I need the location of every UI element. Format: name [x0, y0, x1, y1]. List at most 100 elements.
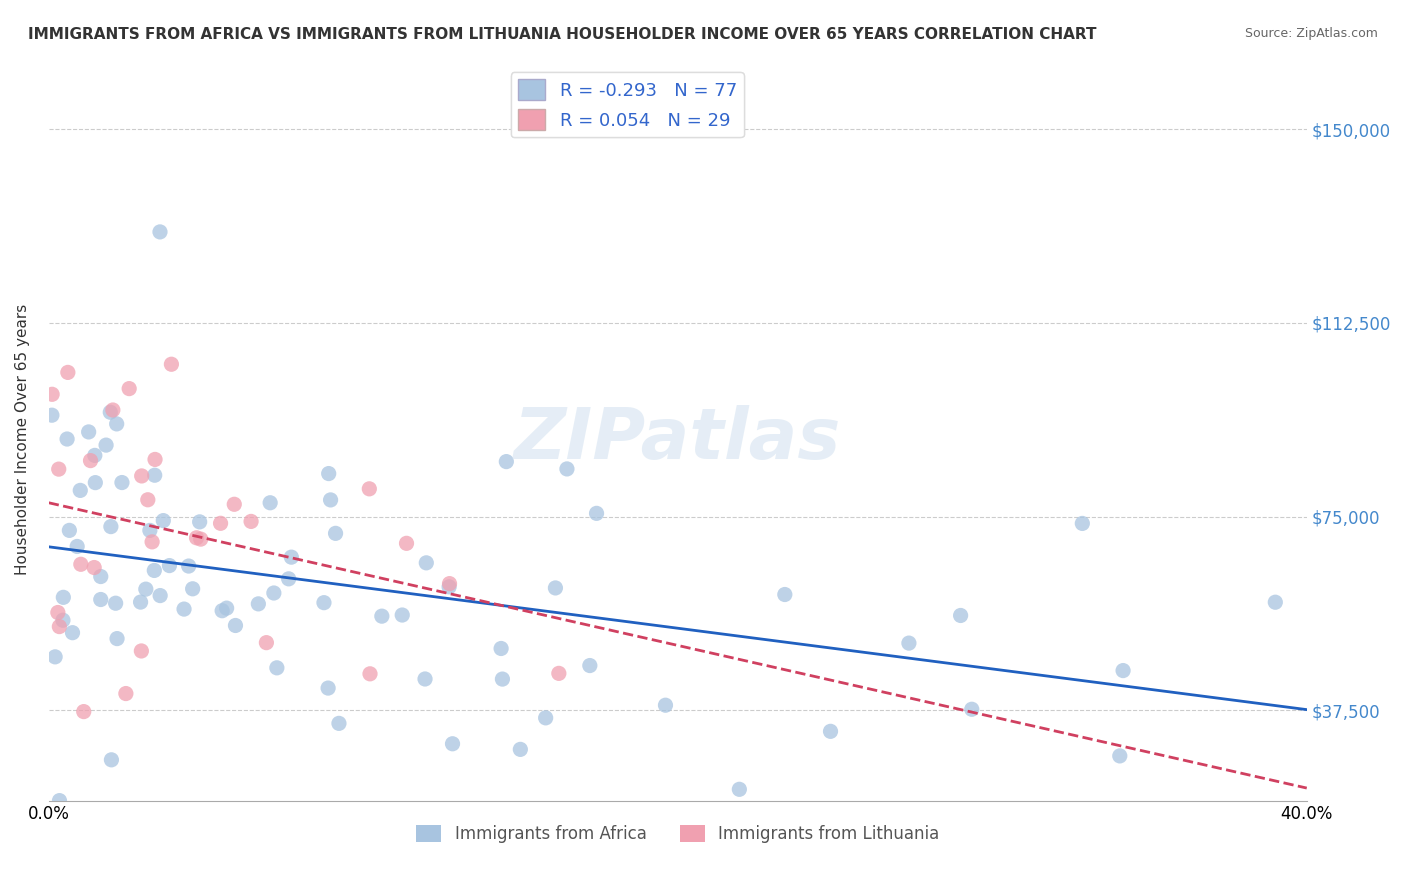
- Immigrants from Lithuania: [359, 666, 381, 681]
- Immigrants from Lithuania: [83, 560, 105, 574]
- Immigrants from Lithuania: [160, 357, 183, 371]
- Immigrants from Lithuania: [56, 365, 79, 379]
- Immigrants from Africa: [181, 582, 204, 596]
- Immigrants from Africa: [1112, 664, 1135, 678]
- Immigrants from Africa: [280, 550, 302, 565]
- Immigrants from Africa: [773, 587, 796, 601]
- Immigrants from Africa: [211, 604, 233, 618]
- Immigrants from Africa: [585, 507, 607, 521]
- Immigrants from Africa: [98, 405, 121, 419]
- Immigrants from Lithuania: [46, 606, 69, 620]
- Immigrants from Africa: [90, 592, 112, 607]
- Immigrants from Africa: [69, 483, 91, 498]
- Immigrants from Lithuania: [136, 492, 159, 507]
- Immigrants from Africa: [555, 462, 578, 476]
- Immigrants from Africa: [159, 558, 181, 573]
- Immigrants from Africa: [224, 618, 246, 632]
- Immigrants from Africa: [94, 438, 117, 452]
- Immigrants from Lithuania: [439, 576, 461, 591]
- Immigrants from Africa: [509, 742, 531, 756]
- Y-axis label: Householder Income Over 65 years: Householder Income Over 65 years: [15, 303, 30, 574]
- Immigrants from Africa: [728, 782, 751, 797]
- Immigrants from Africa: [83, 449, 105, 463]
- Immigrants from Africa: [66, 540, 89, 554]
- Immigrants from Africa: [143, 564, 166, 578]
- Immigrants from Africa: [188, 515, 211, 529]
- Immigrants from Africa: [100, 519, 122, 533]
- Immigrants from Africa: [41, 408, 63, 422]
- Immigrants from Africa: [149, 589, 172, 603]
- Immigrants from Africa: [215, 601, 238, 615]
- Immigrants from Africa: [173, 602, 195, 616]
- Immigrants from Africa: [415, 556, 437, 570]
- Immigrants from Africa: [579, 658, 602, 673]
- Immigrants from Lithuania: [69, 558, 91, 572]
- Immigrants from Lithuania: [131, 469, 153, 483]
- Immigrants from Africa: [316, 681, 339, 695]
- Immigrants from Lithuania: [254, 635, 277, 649]
- Immigrants from Lithuania: [224, 497, 246, 511]
- Immigrants from Lithuania: [118, 382, 141, 396]
- Immigrants from Africa: [48, 794, 70, 808]
- Immigrants from Africa: [534, 711, 557, 725]
- Immigrants from Africa: [441, 737, 464, 751]
- Immigrants from Lithuania: [73, 705, 96, 719]
- Immigrants from Africa: [437, 580, 460, 594]
- Immigrants from Africa: [77, 425, 100, 439]
- Immigrants from Africa: [489, 641, 512, 656]
- Immigrants from Africa: [149, 225, 172, 239]
- Immigrants from Lithuania: [48, 619, 70, 633]
- Immigrants from Lithuania: [547, 666, 569, 681]
- Immigrants from Africa: [247, 597, 270, 611]
- Immigrants from Africa: [263, 586, 285, 600]
- Text: Source: ZipAtlas.com: Source: ZipAtlas.com: [1244, 27, 1378, 40]
- Immigrants from Lithuania: [240, 515, 263, 529]
- Immigrants from Africa: [325, 526, 347, 541]
- Immigrants from Africa: [58, 524, 80, 538]
- Immigrants from Lithuania: [41, 387, 63, 401]
- Immigrants from Africa: [413, 672, 436, 686]
- Immigrants from Africa: [1264, 595, 1286, 609]
- Immigrants from Lithuania: [115, 687, 138, 701]
- Immigrants from Africa: [152, 514, 174, 528]
- Immigrants from Africa: [1108, 748, 1130, 763]
- Immigrants from Africa: [135, 582, 157, 596]
- Immigrants from Africa: [177, 559, 200, 574]
- Immigrants from Lithuania: [395, 536, 418, 550]
- Immigrants from Africa: [90, 569, 112, 583]
- Immigrants from Africa: [104, 596, 127, 610]
- Immigrants from Lithuania: [79, 453, 101, 467]
- Immigrants from Africa: [318, 467, 340, 481]
- Immigrants from Lithuania: [186, 531, 208, 545]
- Immigrants from Africa: [105, 632, 128, 646]
- Immigrants from Africa: [960, 702, 983, 716]
- Immigrants from Africa: [52, 613, 75, 627]
- Immigrants from Lithuania: [101, 403, 124, 417]
- Immigrants from Lithuania: [209, 516, 232, 531]
- Immigrants from Africa: [111, 475, 134, 490]
- Immigrants from Africa: [897, 636, 920, 650]
- Immigrants from Africa: [491, 672, 513, 686]
- Immigrants from Lithuania: [359, 482, 381, 496]
- Immigrants from Africa: [105, 417, 128, 431]
- Immigrants from Lithuania: [131, 644, 153, 658]
- Immigrants from Africa: [100, 753, 122, 767]
- Text: IMMIGRANTS FROM AFRICA VS IMMIGRANTS FROM LITHUANIA HOUSEHOLDER INCOME OVER 65 Y: IMMIGRANTS FROM AFRICA VS IMMIGRANTS FRO…: [28, 27, 1097, 42]
- Immigrants from Africa: [495, 454, 517, 468]
- Immigrants from Lithuania: [48, 462, 70, 476]
- Immigrants from Africa: [277, 572, 299, 586]
- Immigrants from Africa: [654, 698, 676, 713]
- Immigrants from Africa: [1071, 516, 1094, 531]
- Immigrants from Africa: [44, 649, 66, 664]
- Immigrants from Lithuania: [190, 532, 212, 546]
- Immigrants from Africa: [371, 609, 394, 624]
- Immigrants from Africa: [52, 591, 75, 605]
- Immigrants from Africa: [143, 468, 166, 483]
- Immigrants from Africa: [129, 595, 152, 609]
- Immigrants from Lithuania: [143, 452, 166, 467]
- Immigrants from Africa: [56, 432, 79, 446]
- Immigrants from Africa: [820, 724, 842, 739]
- Immigrants from Africa: [259, 496, 281, 510]
- Immigrants from Africa: [312, 596, 335, 610]
- Legend: R = -0.293   N = 77, R = 0.054   N = 29: R = -0.293 N = 77, R = 0.054 N = 29: [510, 72, 744, 137]
